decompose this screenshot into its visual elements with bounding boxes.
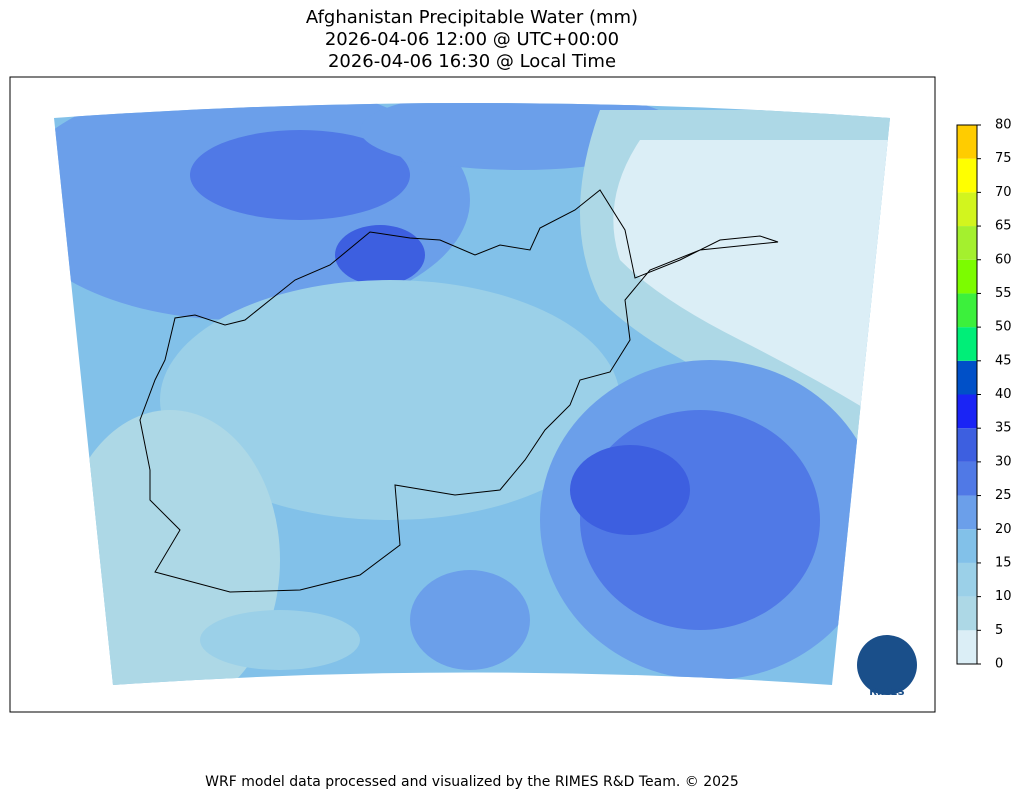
colorbar-tick-label: 25 — [995, 488, 1012, 503]
colorbar-bin — [957, 327, 977, 361]
colorbar-tick-label: 35 — [995, 421, 1012, 436]
colorbar-tick-label: 75 — [995, 151, 1012, 166]
colorbar-bin — [957, 428, 977, 462]
logo-text: RIMES — [869, 687, 904, 698]
logo: RIMES — [857, 635, 917, 698]
colorbar-tick-label: 20 — [995, 522, 1012, 537]
colorbar-bin — [957, 562, 977, 597]
title-line: 2026-04-06 16:30 @ Local Time — [328, 51, 616, 72]
colorbar-bin — [957, 529, 977, 563]
colorbar-tick-label: 70 — [995, 185, 1012, 200]
colorbar-bin — [957, 630, 977, 664]
colorbar-bin — [957, 158, 977, 193]
colorbar-bin — [957, 192, 977, 227]
colorbar-bin — [957, 360, 977, 395]
colorbar-bin — [957, 596, 977, 631]
colorbar-bin — [957, 394, 977, 429]
colorbar-tick-label: 80 — [995, 118, 1012, 133]
colorbar-tick-label: 10 — [995, 589, 1012, 604]
colorbar-tick-label: 50 — [995, 320, 1012, 335]
colorbar-tick-label: 65 — [995, 219, 1012, 234]
colorbar-bin — [957, 293, 977, 328]
colorbar-tick-label: 60 — [995, 252, 1012, 267]
colorbar-bin — [957, 461, 977, 496]
colorbar-tick-label: 5 — [995, 623, 1003, 638]
colorbar-tick-label: 45 — [995, 353, 1012, 368]
colorbar-tick-label: 55 — [995, 286, 1012, 301]
colorbar-bin — [957, 495, 977, 530]
country-boundary — [139, 189, 779, 593]
colorbar-tick-label: 30 — [995, 454, 1012, 469]
colorbar-tick-label: 40 — [995, 387, 1012, 402]
colorbar-tick-label: 0 — [995, 657, 1003, 672]
logo-circle — [857, 635, 917, 695]
footer: WRF model data processed and visualized … — [205, 774, 739, 790]
colorbar-bin — [957, 226, 977, 260]
colorbar-bin — [957, 259, 977, 294]
colorbar-tick-label: 15 — [995, 555, 1012, 570]
precipitable-water-field — [54, 103, 890, 685]
colorbar-bin — [957, 125, 977, 159]
title-line: 2026-04-06 12:00 @ UTC+00:00 — [325, 29, 619, 50]
title-line: Afghanistan Precipitable Water (mm) — [306, 7, 638, 28]
